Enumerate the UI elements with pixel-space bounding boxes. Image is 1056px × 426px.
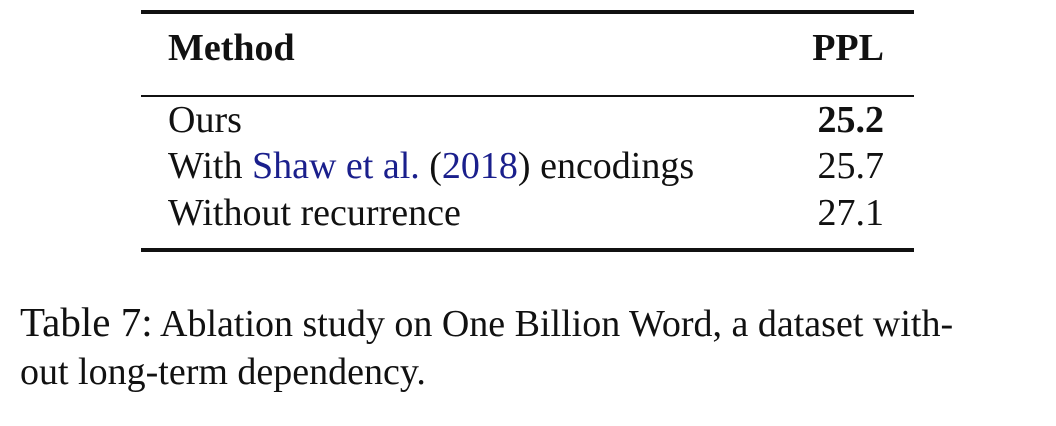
method-text-suffix: ) encodings — [517, 145, 695, 187]
caption-label: Table 7: — [20, 299, 153, 345]
caption-text-line1: Ablation study on One Billion Word, a da… — [160, 303, 954, 345]
table-header-rule — [141, 95, 914, 97]
row-norecurrence-ppl: 27.1 — [817, 192, 885, 234]
table-caption: Table 7: Ablation study on One Billion W… — [20, 298, 1040, 396]
table-top-rule — [141, 10, 914, 14]
row-ours-ppl: 25.2 — [817, 99, 885, 141]
method-text: Without recurrence — [168, 192, 461, 234]
row-norecurrence-method: Without recurrence — [168, 191, 461, 235]
citation-paren-open: ( — [419, 145, 442, 187]
table-bottom-rule — [141, 248, 914, 252]
row-shaw-method: With Shaw et al. (2018) encodings — [168, 144, 694, 188]
row-ours-method: Ours — [168, 98, 242, 142]
method-text: With — [168, 145, 252, 187]
header-ppl: PPL — [812, 27, 884, 69]
method-text: Ours — [168, 99, 242, 141]
citation-link-year[interactable]: 2018 — [441, 145, 518, 187]
row-shaw-ppl: 25.7 — [817, 145, 885, 187]
header-method: Method — [168, 27, 295, 69]
caption-text-line2: out long-term dependency. — [20, 351, 426, 393]
citation-link-shaw[interactable]: Shaw et al. — [251, 145, 420, 187]
